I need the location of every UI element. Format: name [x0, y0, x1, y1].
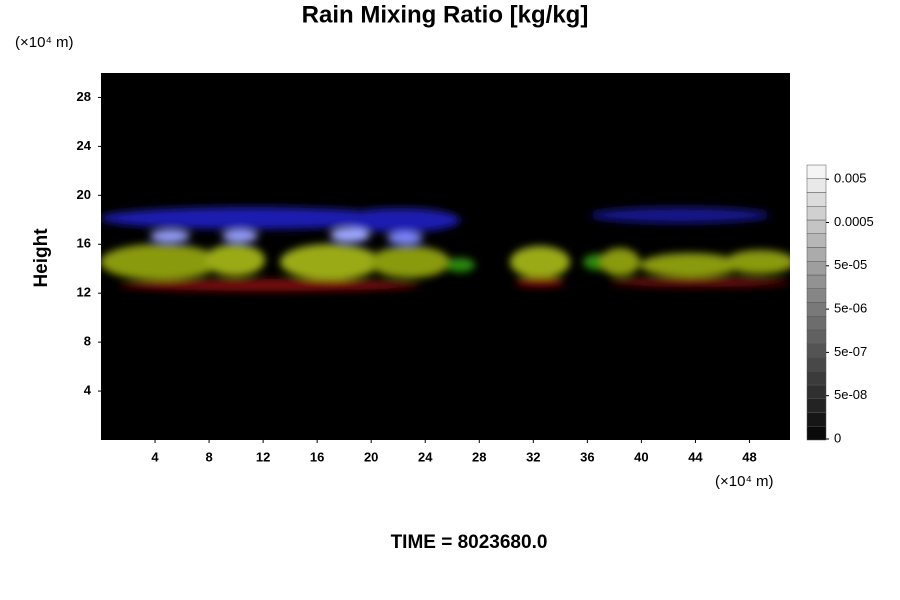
colorbar-band	[806, 329, 827, 344]
colorbar-band	[806, 233, 827, 248]
y-tick-label: 8	[84, 334, 91, 349]
x-tick-label: 36	[580, 449, 594, 464]
colorbar-tick-label: 0.0005	[834, 214, 874, 229]
y-tick-label: 24	[77, 138, 92, 153]
colorbar-band	[806, 398, 827, 413]
y-tick-label: 16	[77, 236, 91, 251]
colorbar-tick-label: 5e-07	[834, 344, 867, 359]
x-tick-label: 24	[418, 449, 433, 464]
x-tick-label: 44	[688, 449, 703, 464]
x-tick-label: 48	[742, 449, 756, 464]
colorbar-band	[806, 412, 827, 427]
y-unit: (×10⁴ m)	[15, 34, 74, 51]
colorbar-band	[806, 384, 827, 399]
colorbar-band	[806, 247, 827, 262]
colorbar-band	[806, 178, 827, 193]
x-tick-label: 32	[526, 449, 540, 464]
x-tick-label: 16	[310, 449, 324, 464]
x-tick-label: 40	[634, 449, 648, 464]
y-tick-label: 4	[84, 383, 92, 398]
colorbar-band	[806, 302, 827, 317]
colorbar-tick-label: 5e-05	[834, 257, 867, 272]
y-tick-label: 12	[77, 285, 91, 300]
x-tick-label: 20	[364, 449, 378, 464]
y-tick-label: 28	[77, 89, 91, 104]
footer-time: TIME = 8023680.0	[391, 532, 548, 553]
colorbar-band	[806, 357, 827, 372]
colorbar-band	[806, 206, 827, 221]
x-tick-label: 28	[472, 449, 486, 464]
colorbar-band	[806, 288, 827, 303]
colorbar-tick-label: 0.005	[834, 171, 867, 186]
colorbar-band	[806, 426, 827, 441]
x-tick-label: 12	[256, 449, 270, 464]
colorbar-band	[806, 316, 827, 331]
colorbar-band	[806, 192, 827, 207]
colorbar-band	[806, 164, 827, 179]
x-tick-label: 4	[151, 449, 159, 464]
colorbar-tick-label: 5e-06	[834, 301, 867, 316]
chart-title: Rain Mixing Ratio [kg/kg]	[302, 1, 589, 28]
colorbar-band	[806, 371, 827, 386]
colorbar-band	[806, 219, 827, 234]
rendered-field	[101, 207, 790, 291]
y-tick-label: 20	[77, 187, 91, 202]
colorbar-tick-label: 0	[834, 430, 841, 445]
colorbar-band	[806, 261, 827, 276]
y-axis-label: Height	[31, 228, 52, 288]
colorbar-tick-label: 5e-08	[834, 387, 867, 402]
colorbar-band	[806, 274, 827, 289]
x-tick-label: 8	[205, 449, 212, 464]
x-unit: (×10⁴ m)	[715, 473, 774, 490]
colorbar-band	[806, 343, 827, 358]
